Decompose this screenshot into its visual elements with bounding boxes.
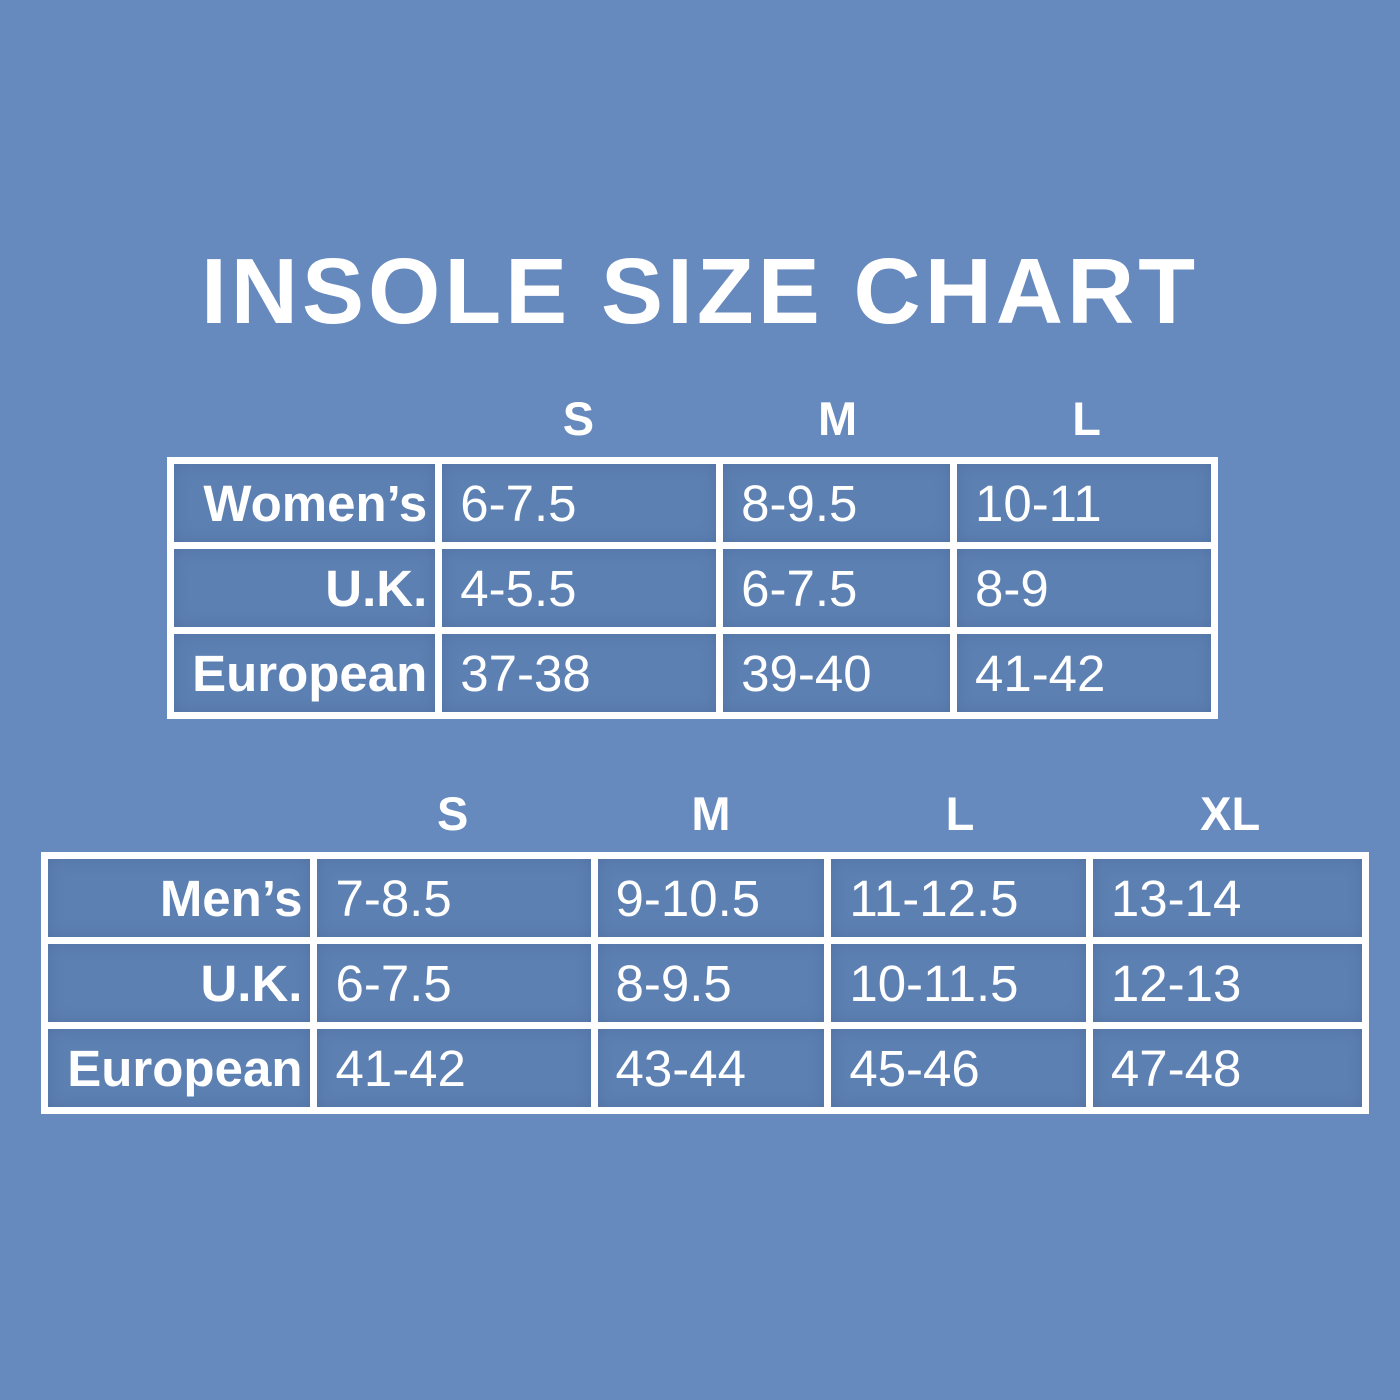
size-header-m: M [817,391,858,445]
mens-size-header-row: S M L XL [41,783,1369,843]
size-value: 8-9.5 [716,457,957,549]
size-value: 8-9.5 [590,937,832,1029]
size-value: 6-7.5 [716,542,957,634]
size-value: 8-9 [949,542,1219,634]
row-label-uk: U.K. [40,937,318,1029]
row-label-european: European [166,627,443,719]
table-row: U.K. 4-5.5 6-7.5 8-9 [166,542,1219,634]
womens-size-header-row: S M L [167,388,1218,448]
size-value: 45-46 [824,1022,1093,1114]
table-row: European 37-38 39-40 41-42 [166,627,1219,719]
size-value: 6-7.5 [310,937,598,1029]
page-title: INSOLE SIZE CHART [200,239,1200,343]
row-label-european: European [40,1022,318,1114]
table-row: U.K. 6-7.5 8-9.5 10-11.5 12-13 [40,937,1370,1029]
size-header-l: L [945,786,975,840]
size-value: 11-12.5 [824,852,1093,944]
size-value: 10-11.5 [824,937,1093,1029]
size-header-xl: XL [1200,786,1261,840]
size-value: 12-13 [1085,937,1370,1029]
size-value: 4-5.5 [435,542,724,634]
size-value: 41-42 [310,1022,598,1114]
size-value: 47-48 [1085,1022,1370,1114]
row-label-uk: U.K. [166,542,443,634]
table-row: Men’s 7-8.5 9-10.5 11-12.5 13-14 [40,852,1370,944]
table-row: Women’s 6-7.5 8-9.5 10-11 [166,457,1219,549]
size-header-l: L [1072,391,1101,445]
mens-size-table: Men’s 7-8.5 9-10.5 11-12.5 13-14 U.K. 6-… [40,852,1370,1114]
size-value: 13-14 [1085,852,1370,944]
size-value: 43-44 [590,1022,832,1114]
size-value: 7-8.5 [310,852,598,944]
size-header-m: M [691,786,731,840]
size-value: 41-42 [949,627,1219,719]
size-value: 9-10.5 [590,852,832,944]
row-label-mens: Men’s [40,852,318,944]
size-header-s: S [436,786,469,840]
row-label-womens: Women’s [166,457,443,549]
size-value: 37-38 [435,627,724,719]
womens-size-table: Women’s 6-7.5 8-9.5 10-11 U.K. 4-5.5 6-7… [166,457,1219,719]
size-value: 6-7.5 [435,457,724,549]
size-value: 39-40 [716,627,957,719]
size-header-s: S [562,391,595,445]
table-row: European 41-42 43-44 45-46 47-48 [40,1022,1370,1114]
size-value: 10-11 [949,457,1219,549]
